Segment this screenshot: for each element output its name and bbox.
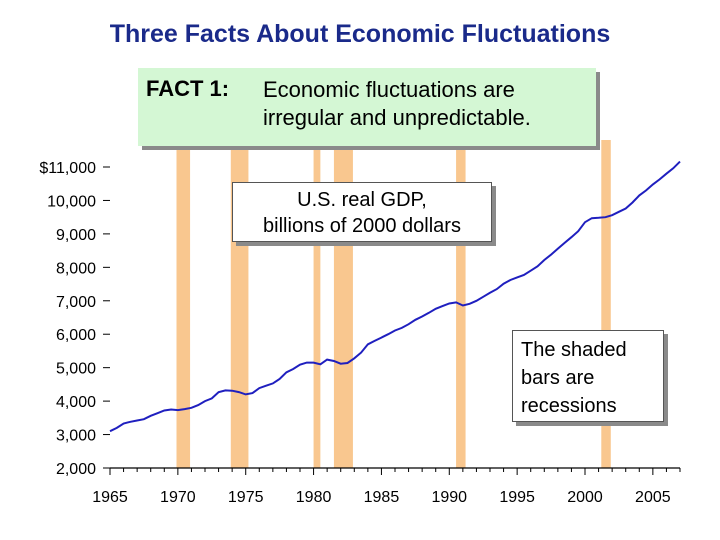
x-tick-label-1975: 1975 xyxy=(228,489,264,506)
y-tick-label-5000: 5,000 xyxy=(56,361,96,378)
fact-text: Economic fluctuations are irregular and … xyxy=(263,76,593,132)
x-tick-label-1985: 1985 xyxy=(364,489,400,506)
x-tick-label-1990: 1990 xyxy=(431,489,467,506)
x-tick-label-2005: 2005 xyxy=(635,489,671,506)
y-tick-label-7000: 7,000 xyxy=(56,294,96,311)
fact-text-line-1: Economic fluctuations are xyxy=(263,77,515,102)
recession-callout-line-1: The shaded xyxy=(521,339,627,361)
chart-tick-labels: 1965 1970 1975 1980 1985 1990 1995 2000 2005 2,00… xyxy=(39,160,670,506)
x-tick-label-1980: 1980 xyxy=(296,489,332,506)
fact-text-line-2: irregular and unpredictable. xyxy=(263,105,531,130)
y-tick-label-11000: $11,000 xyxy=(39,160,96,177)
x-tick-label-1995: 1995 xyxy=(499,489,535,506)
x-tick-label-1970: 1970 xyxy=(160,489,196,506)
y-tick-label-6000: 6,000 xyxy=(56,327,96,344)
recession-callout-line-3: recessions xyxy=(521,395,617,417)
fact-callout: FACT 1: Economic fluctuations are irregu… xyxy=(138,68,596,146)
y-tick-label-3000: 3,000 xyxy=(56,428,96,445)
recession-bar-1 xyxy=(176,140,191,468)
x-tick-label-1965: 1965 xyxy=(92,489,128,506)
recession-callout: The shaded bars are recessions xyxy=(512,330,664,422)
y-tick-label-10000: 10,000 xyxy=(47,193,96,210)
recession-callout-line-2: bars are xyxy=(521,367,595,389)
y-tick-label-4000: 4,000 xyxy=(56,394,96,411)
y-tick-label-2000: 2,000 xyxy=(56,461,96,478)
slide-title: Three Facts About Economic Fluctuations xyxy=(109,20,611,48)
gdp-series-line xyxy=(109,160,681,433)
fact-label: FACT 1: xyxy=(146,76,230,101)
gdp-callout-line-1: U.S. real GDP, xyxy=(297,189,427,211)
recession-bar-6 xyxy=(601,140,611,468)
gdp-series-callout: U.S. real GDP, billions of 2000 dollars xyxy=(232,182,492,242)
gdp-callout-line-2: billions of 2000 dollars xyxy=(263,215,461,237)
y-tick-label-8000: 8,000 xyxy=(56,260,96,277)
chart-ticks xyxy=(103,166,681,475)
y-tick-label-9000: 9,000 xyxy=(56,227,96,244)
recession-bar-3 xyxy=(313,140,321,468)
x-tick-label-2000: 2000 xyxy=(567,489,603,506)
